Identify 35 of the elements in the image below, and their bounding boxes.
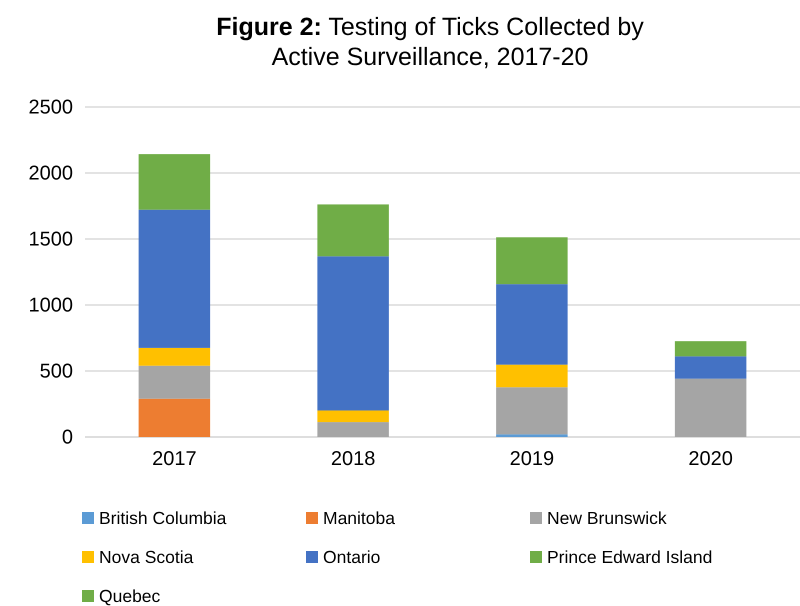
y-tick-label: 2000 [28,162,73,184]
legend-label: Prince Edward Island [547,547,712,567]
bar [138,398,210,437]
bar [317,256,389,410]
bar [496,284,568,365]
x-tick-label: 2018 [330,448,376,470]
bar [496,434,568,437]
bar [138,366,210,399]
legend-label: Manitoba [323,508,396,528]
y-tick-label: 2500 [28,96,73,118]
y-tick-label: 1500 [28,228,73,250]
bar [496,387,568,434]
bar [674,341,746,356]
bar [496,364,568,388]
legend-label: Quebec [99,586,161,606]
y-tick-label: 500 [40,360,73,382]
legend-label: British Columbia [99,508,227,528]
bar [138,154,210,210]
legend-label: Ontario [323,547,380,567]
legend-label: Nova Scotia [99,547,194,567]
bar [317,410,389,422]
bar [674,378,746,437]
legend-label: New Brunswick [547,508,667,528]
bar [496,237,568,284]
bar [674,356,746,379]
x-tick-label: 2017 [152,448,197,470]
y-tick-label: 0 [62,426,73,448]
bar [138,210,210,348]
bar [138,348,210,366]
chart-title: Figure 2: Testing of Ticks Collected by Active Surveillance, 2017-20 [216,13,644,71]
x-tick-label: 2020 [688,448,733,470]
y-tick-label: 1000 [28,294,73,316]
bar [317,422,389,437]
bar [317,204,389,256]
x-tick-label: 2019 [510,448,554,470]
